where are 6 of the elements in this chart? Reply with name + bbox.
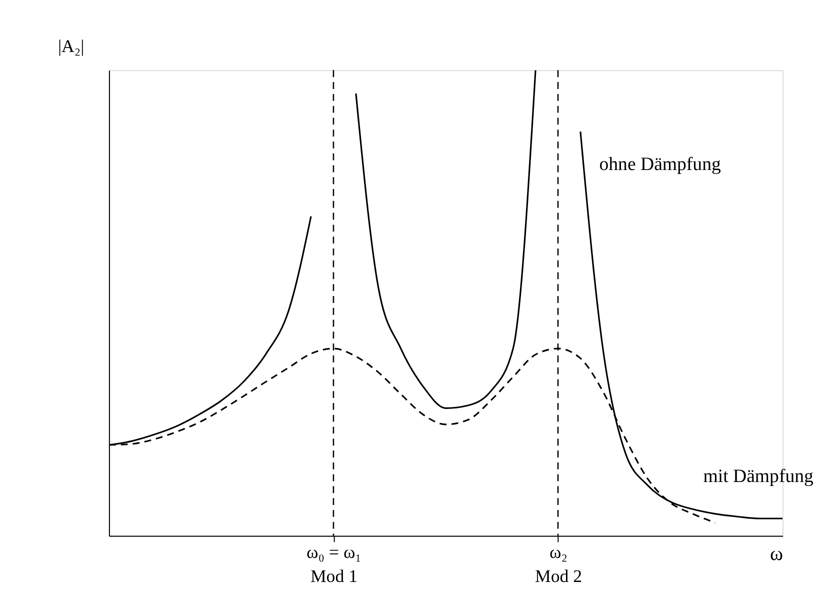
x-tick-label: ω₂ Mod 2 [534,542,582,586]
y-axis-title: |A₂| [58,36,84,56]
series-label: mit Dämpfung [703,466,814,488]
x-axis-title: ω [770,542,783,565]
x-tick-label: ω₀ = ω₁ Mod 1 [306,542,362,586]
series-label: ohne Dämpfung [599,154,722,176]
